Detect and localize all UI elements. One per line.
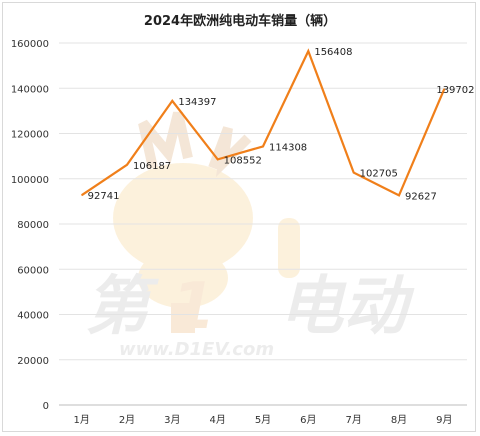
data-point — [307, 50, 309, 52]
y-axis-ticks: 0 20000 40000 60000 80000 100000 120000 140000 1… — [11, 39, 49, 412]
watermark-url: www.D1EV.com — [119, 339, 274, 360]
data-label: 92627 — [405, 191, 437, 202]
line-chart: 第 1 电动 www.D1EV.com 2024年欧洲纯电动车销量（辆） 0 20… — [11, 13, 475, 426]
data-point — [398, 194, 400, 196]
watermark: 第 1 电动 www.D1EV.com — [85, 111, 415, 360]
data-point — [262, 145, 264, 147]
data-labels: 92741 106187 134397 108552 114308 156408 10270… — [88, 47, 475, 202]
chart-title: 2024年欧洲纯电动车销量（辆） — [144, 13, 336, 29]
y-tick-label: 140000 — [11, 84, 49, 95]
x-tick-label: 7月 — [345, 414, 361, 426]
y-tick-label: 160000 — [11, 39, 49, 50]
x-tick-label: 4月 — [209, 414, 225, 426]
deer-mascot-image — [113, 111, 300, 333]
y-tick-label: 20000 — [17, 356, 49, 367]
watermark-digit: 1 — [171, 270, 216, 344]
watermark-char-di: 第 — [85, 270, 159, 344]
x-tick-label: 8月 — [391, 414, 407, 426]
chart-frame: 第 1 电动 www.D1EV.com 2024年欧洲纯电动车销量（辆） 0 20… — [2, 2, 476, 432]
x-tick-label: 5月 — [255, 414, 271, 426]
x-tick-label: 3月 — [164, 414, 180, 426]
data-label: 156408 — [314, 47, 352, 58]
x-tick-label: 6月 — [300, 414, 316, 426]
x-axis-ticks: 1月 2月 3月 4月 5月 6月 7月 8月 9月 — [73, 414, 452, 426]
series-layer — [81, 48, 446, 197]
data-label: 139702 — [436, 85, 474, 96]
y-tick-label: 40000 — [17, 311, 49, 322]
data-label: 108552 — [224, 155, 262, 166]
x-tick-label: 1月 — [73, 414, 89, 426]
data-point — [353, 172, 355, 174]
y-tick-label: 80000 — [17, 220, 49, 231]
data-label: 102705 — [360, 169, 398, 180]
data-label: 106187 — [133, 161, 171, 172]
y-tick-label: 0 — [43, 401, 49, 412]
data-point — [217, 158, 219, 160]
y-tick-label: 60000 — [17, 265, 49, 276]
data-point — [81, 194, 83, 196]
data-point — [171, 100, 173, 102]
data-label: 114308 — [269, 142, 307, 153]
x-tick-label: 9月 — [436, 414, 452, 426]
data-label: 92741 — [88, 191, 120, 202]
x-tick-label: 2月 — [119, 414, 135, 426]
data-point — [126, 164, 128, 166]
watermark-char-diandong: 电动 — [279, 270, 415, 344]
y-tick-label: 100000 — [11, 175, 49, 186]
y-tick-label: 120000 — [11, 130, 49, 141]
data-label: 134397 — [178, 97, 216, 108]
data-point — [443, 88, 445, 90]
grid — [59, 42, 467, 406]
